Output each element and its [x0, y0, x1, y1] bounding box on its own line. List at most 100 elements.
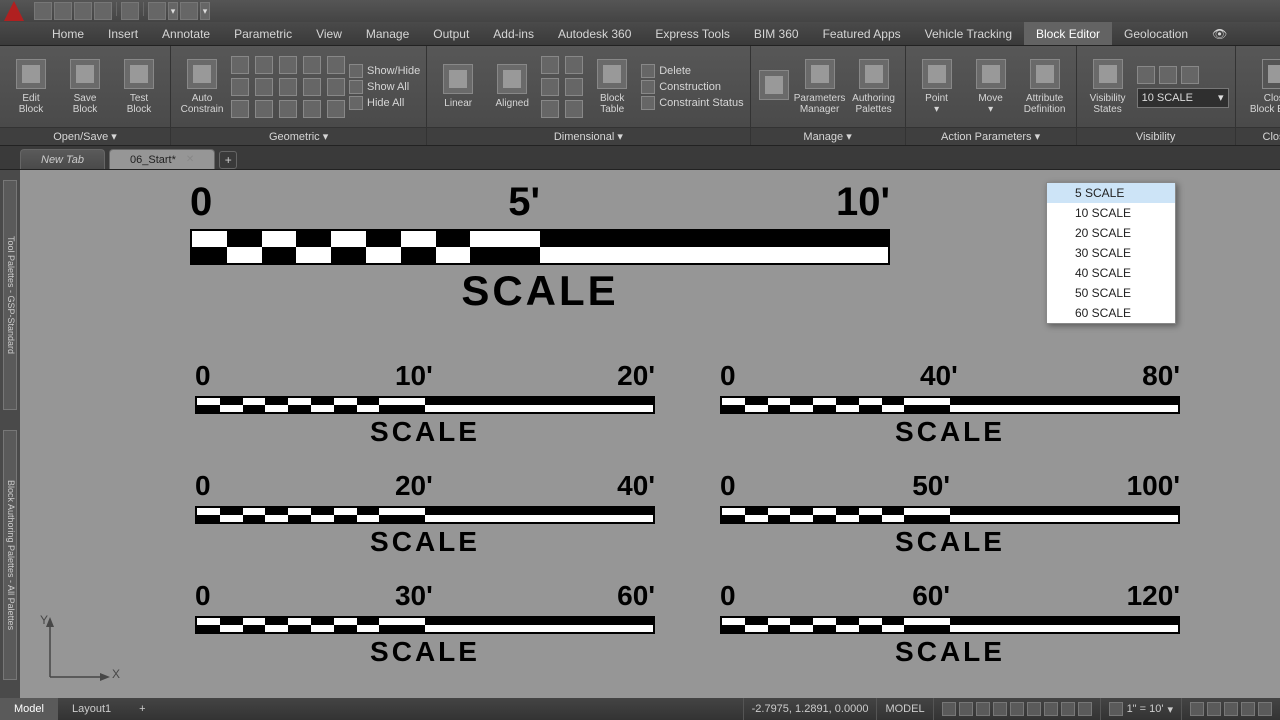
tool-palettes-tab[interactable]: Tool Palettes - GSP-Standard — [3, 180, 17, 410]
geometric-constraint-icon[interactable] — [303, 100, 321, 118]
visibility-states-button[interactable]: VisibilityStates — [1083, 50, 1133, 124]
auto-constrain-button[interactable]: AutoConstrain — [177, 50, 227, 124]
geometric-constraint-icon[interactable] — [303, 78, 321, 96]
open-icon[interactable] — [54, 2, 72, 20]
status-extra-icon[interactable] — [1207, 702, 1221, 716]
edit-block-button[interactable]: EditBlock — [6, 50, 56, 124]
dimensional-constraint-icon[interactable] — [541, 56, 559, 74]
dropdown-item[interactable]: 50 SCALE — [1047, 283, 1175, 303]
geometric-constraint-icon[interactable] — [279, 100, 297, 118]
dropdown-item[interactable]: 5 SCALE — [1047, 183, 1175, 203]
dimensional-constraint-icon[interactable] — [541, 100, 559, 118]
fx-button[interactable]: fx — [757, 50, 791, 124]
dimensional-constraint-icon[interactable] — [541, 78, 559, 96]
geometric-constraint-icon[interactable] — [279, 56, 297, 74]
menu-tab-add-ins[interactable]: Add-ins — [481, 22, 546, 45]
dimensional-constraint-icon[interactable] — [565, 56, 583, 74]
geometric-constraint-icon[interactable] — [327, 78, 345, 96]
dropdown-item[interactable]: 60 SCALE — [1047, 303, 1175, 323]
geometric-constraint-icon[interactable] — [255, 100, 273, 118]
show-hide-button[interactable]: Show/Hide — [349, 64, 420, 78]
attribute-definition-button[interactable]: AttributeDefinition — [1020, 50, 1070, 124]
status-toggle-icon[interactable] — [993, 702, 1007, 716]
menu-tab-manage[interactable]: Manage — [354, 22, 421, 45]
menu-tab-autodesk-360[interactable]: Autodesk 360 — [546, 22, 643, 45]
vis-icon[interactable] — [1137, 66, 1155, 84]
geometric-constraint-icon[interactable] — [255, 56, 273, 74]
geometric-constraint-icon[interactable] — [231, 78, 249, 96]
close-block-editor-button[interactable]: ✕CloseBlock Editor — [1242, 50, 1280, 124]
menu-tab-view[interactable]: View — [304, 22, 354, 45]
status-toggle-icon[interactable] — [976, 702, 990, 716]
menu-overflow-icon[interactable]: 👁 — [1200, 22, 1239, 45]
close-icon[interactable]: ✕ — [186, 154, 194, 165]
undo-icon[interactable] — [148, 2, 166, 20]
geometric-constraint-icon[interactable] — [255, 78, 273, 96]
save-icon[interactable] — [74, 2, 92, 20]
aligned-button[interactable]: Aligned — [487, 50, 537, 124]
status-extra-icon[interactable] — [1258, 702, 1272, 716]
panel-title[interactable]: Manage ▾ — [751, 127, 905, 145]
menu-tab-geolocation[interactable]: Geolocation — [1112, 22, 1200, 45]
hide-all-button[interactable]: Hide All — [349, 96, 420, 110]
test-block-button[interactable]: TestBlock — [114, 50, 164, 124]
panel-title[interactable]: Action Parameters ▾ — [906, 127, 1076, 145]
vis-icon[interactable] — [1181, 66, 1199, 84]
panel-title[interactable]: Dimensional ▾ — [427, 127, 749, 145]
block-table-button[interactable]: BlockTable — [587, 50, 637, 124]
status-toggle-icon[interactable] — [1027, 702, 1041, 716]
menu-tab-annotate[interactable]: Annotate — [150, 22, 222, 45]
dropdown-item[interactable]: 40 SCALE — [1047, 263, 1175, 283]
annotation-scale[interactable]: 1" = 10' ▾ — [1100, 698, 1181, 720]
geometric-constraint-icon[interactable] — [231, 100, 249, 118]
show-all-button[interactable]: Show All — [349, 80, 420, 94]
delete-constraint-button[interactable]: Delete — [641, 64, 743, 78]
dimensional-constraint-icon[interactable] — [565, 100, 583, 118]
visibility-state-combo[interactable]: 10 SCALE▾ — [1137, 88, 1229, 108]
geometric-constraint-icon[interactable] — [327, 100, 345, 118]
saveall-icon[interactable] — [94, 2, 112, 20]
menu-tab-featured-apps[interactable]: Featured Apps — [811, 22, 913, 45]
panel-title[interactable]: Geometric ▾ — [171, 127, 426, 145]
add-layout-button[interactable]: + — [125, 698, 159, 720]
status-toggle-icon[interactable] — [942, 702, 956, 716]
dropdown-item[interactable]: 20 SCALE — [1047, 223, 1175, 243]
file-tab-active[interactable]: 06_Start*✕ — [109, 149, 215, 169]
menu-tab-insert[interactable]: Insert — [96, 22, 150, 45]
geometric-constraint-icon[interactable] — [279, 78, 297, 96]
status-extra-icon[interactable] — [1190, 702, 1204, 716]
save-block-button[interactable]: SaveBlock — [60, 50, 110, 124]
panel-title[interactable]: Open/Save ▾ — [0, 127, 170, 145]
parameters-manager-button[interactable]: ParametersManager — [795, 50, 845, 124]
vis-icon[interactable] — [1159, 66, 1177, 84]
status-toggle-icon[interactable] — [1010, 702, 1024, 716]
status-toggle-icon[interactable] — [1061, 702, 1075, 716]
linear-button[interactable]: Linear — [433, 50, 483, 124]
status-extra-icon[interactable] — [1224, 702, 1238, 716]
menu-tab-block-editor[interactable]: Block Editor — [1024, 22, 1112, 45]
dropdown-item[interactable]: 30 SCALE — [1047, 243, 1175, 263]
menu-tab-output[interactable]: Output — [421, 22, 481, 45]
plot-icon[interactable] — [121, 2, 139, 20]
status-extra-icon[interactable] — [1241, 702, 1255, 716]
status-toggle-icon[interactable] — [1044, 702, 1058, 716]
block-authoring-palettes-tab[interactable]: Block Authoring Palettes - All Palettes — [3, 430, 17, 680]
model-tab[interactable]: Model — [0, 698, 58, 720]
point-button[interactable]: Point▾ — [912, 50, 962, 124]
status-toggle-icon[interactable] — [1078, 702, 1092, 716]
menu-tab-express-tools[interactable]: Express Tools — [643, 22, 741, 45]
menu-tab-vehicle-tracking[interactable]: Vehicle Tracking — [913, 22, 1024, 45]
geometric-constraint-icon[interactable] — [327, 56, 345, 74]
status-toggle-icon[interactable] — [959, 702, 973, 716]
move-button[interactable]: Move▾ — [966, 50, 1016, 124]
menu-tab-bim-360[interactable]: BIM 360 — [742, 22, 811, 45]
app-logo-icon[interactable] — [4, 1, 24, 21]
file-tab-new[interactable]: New Tab — [20, 149, 105, 169]
geometric-constraint-icon[interactable] — [231, 56, 249, 74]
model-space-button[interactable]: MODEL — [876, 698, 932, 720]
redo-icon[interactable] — [180, 2, 198, 20]
constraint-status-button[interactable]: Constraint Status — [641, 96, 743, 110]
layout-tab[interactable]: Layout1 — [58, 698, 125, 720]
new-icon[interactable] — [34, 2, 52, 20]
authoring-palettes-button[interactable]: AuthoringPalettes — [849, 50, 899, 124]
